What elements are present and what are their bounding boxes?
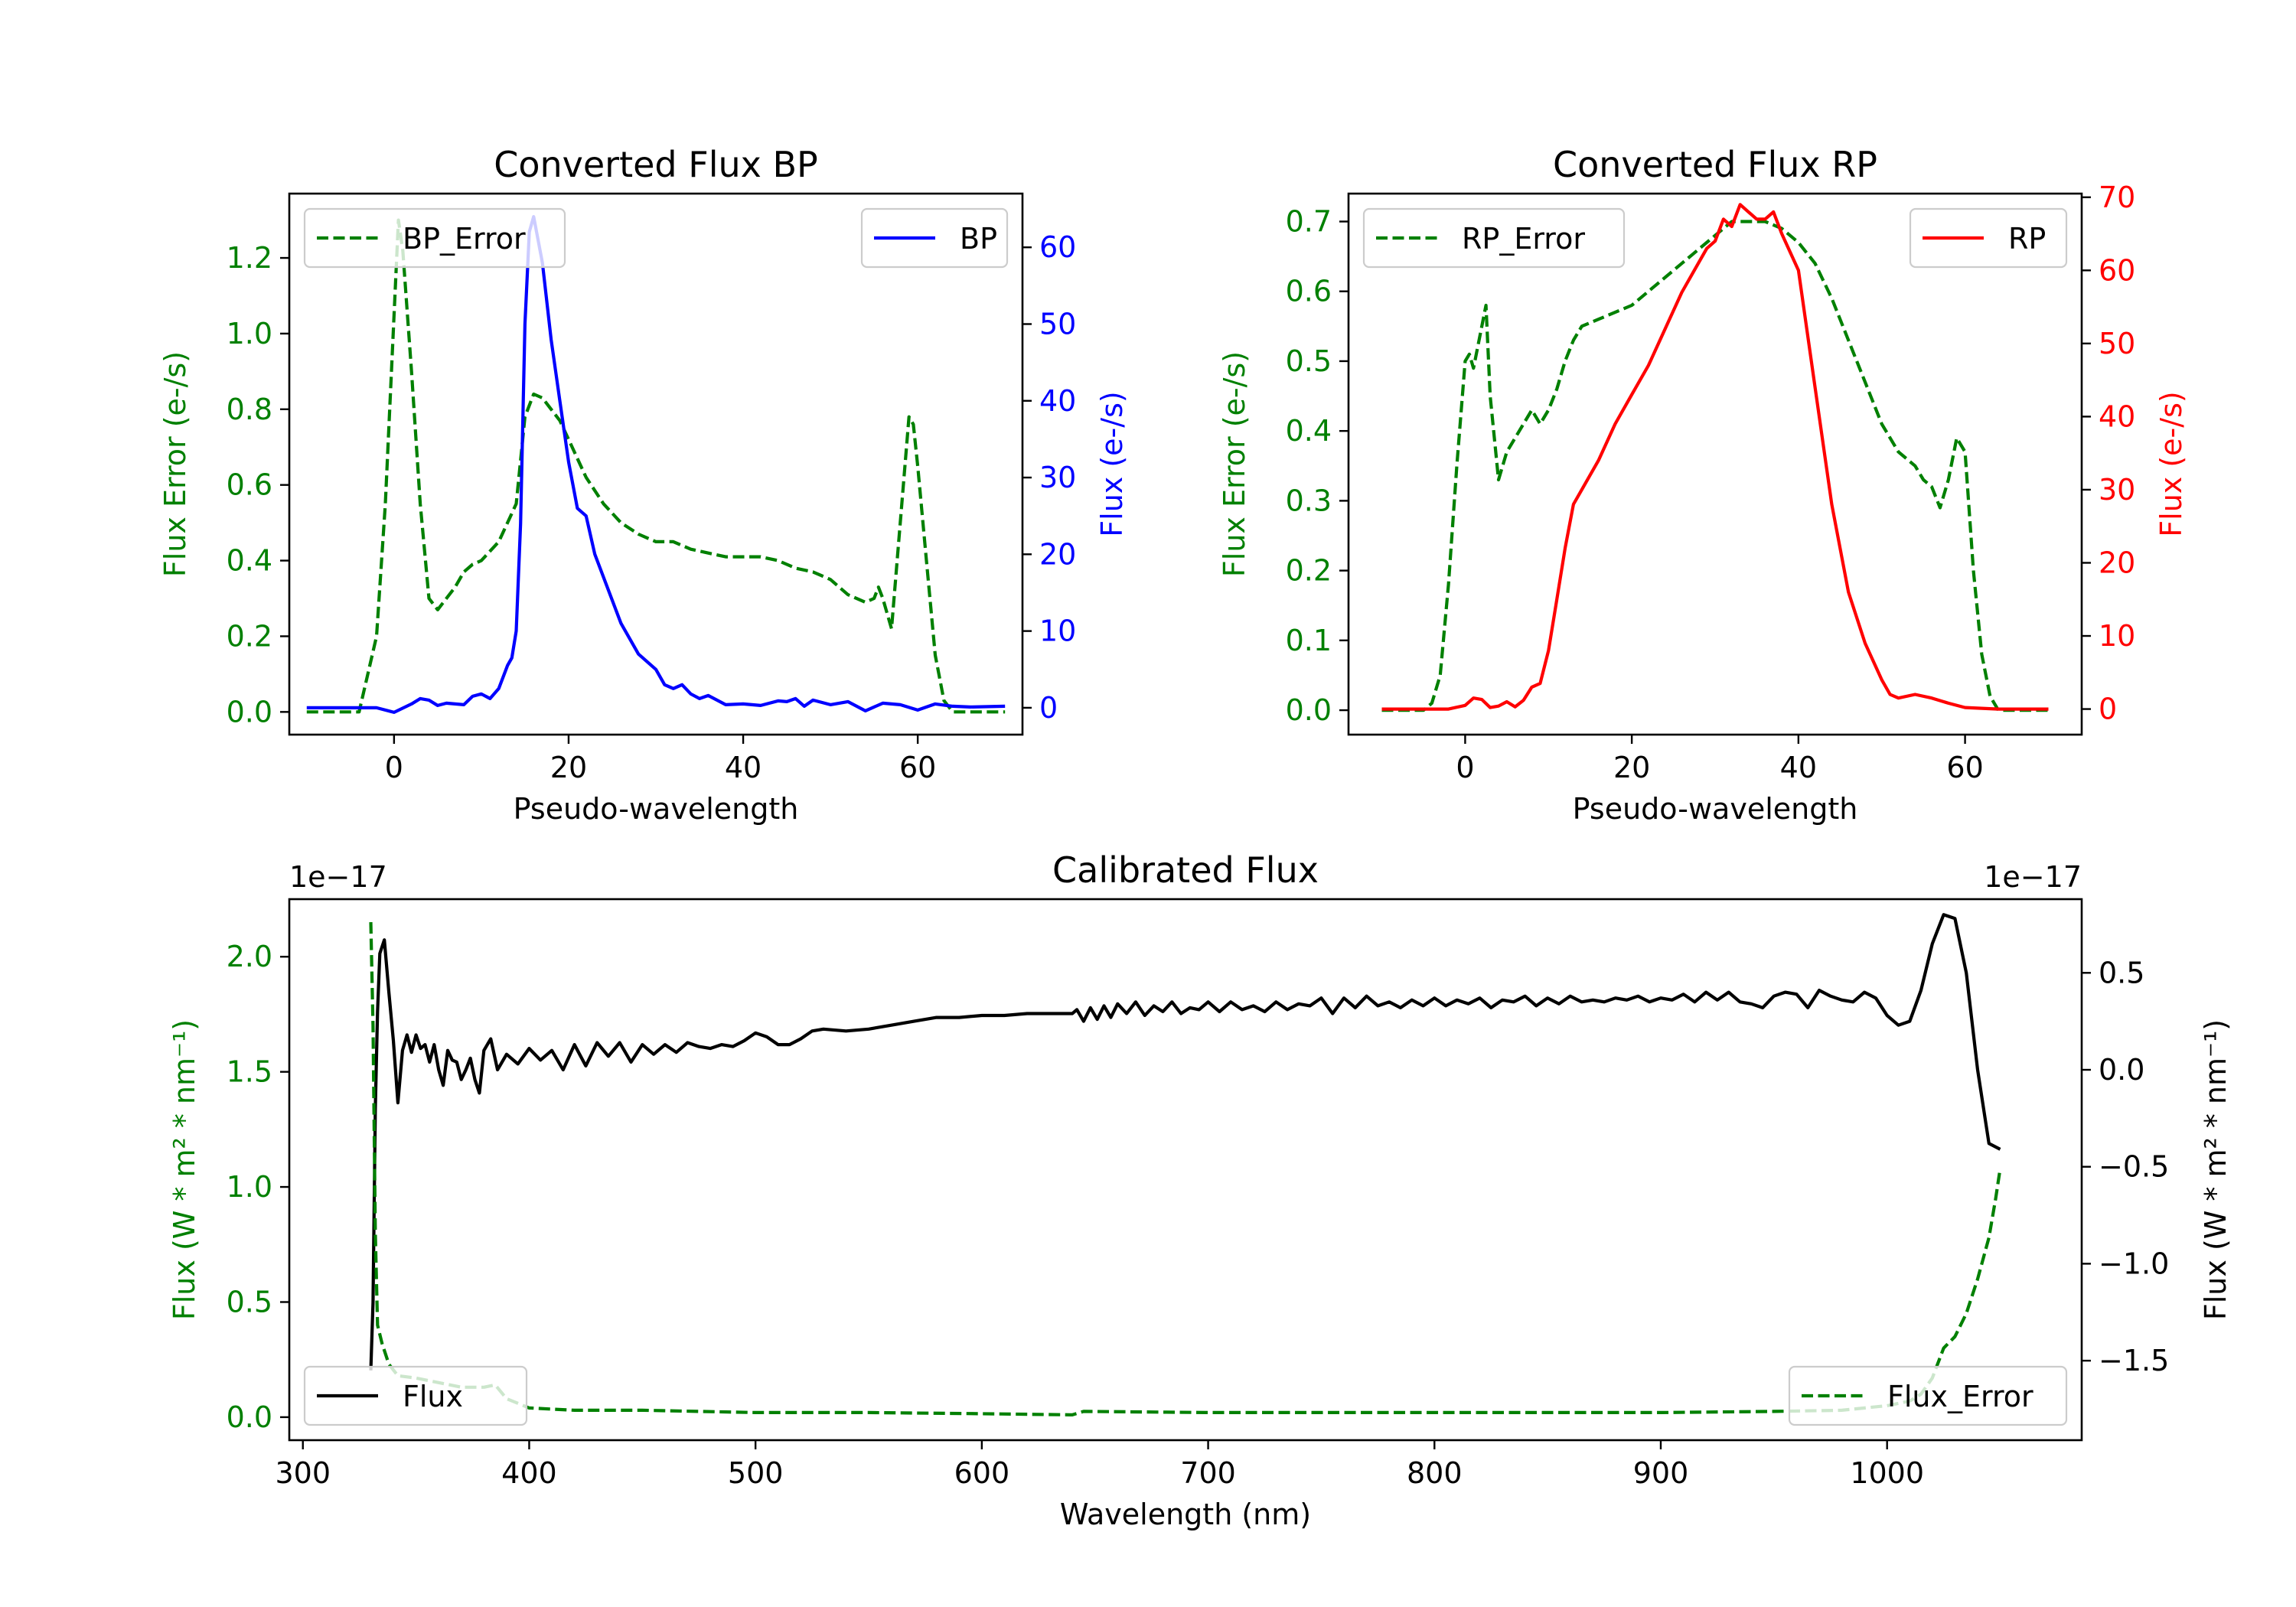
plot-frame <box>1347 192 2083 736</box>
y-left-tick-label: 0.2 <box>1286 554 1332 588</box>
y-right-tick-label: 30 <box>2099 473 2135 507</box>
panel-converted-flux-bp: 0 20 40 60 0.0 0.2 0.4 0.6 0.8 1.0 1.2 0 10 20 30 40 50 6… <box>158 144 1129 826</box>
x-tick-label: 60 <box>899 751 936 784</box>
y-left-tick-label: 0.0 <box>227 695 272 729</box>
y-left-tick-label: 1.2 <box>227 241 272 275</box>
y-right-tick-label: 40 <box>2099 399 2135 433</box>
y-left-tick-label: 0.0 <box>227 1400 272 1434</box>
y-right-tick-label: 50 <box>1039 307 1076 341</box>
x-tick-label: 800 <box>1407 1456 1463 1490</box>
y-left-tick-label: 0.8 <box>227 393 272 426</box>
plot-frame <box>288 898 2083 1442</box>
series-line-flux <box>369 913 2001 1371</box>
y-left-tick-label: 0.4 <box>227 544 272 578</box>
series-line-bp-error <box>306 218 1006 714</box>
y-left-tick-label: 2.0 <box>227 940 272 973</box>
x-axis-label: Pseudo-wavelength <box>514 792 799 826</box>
x-tick-label: 20 <box>1613 751 1650 784</box>
y-right-tick-label: 0.0 <box>2099 1053 2144 1087</box>
y-right-tick-label: 60 <box>2099 253 2135 287</box>
y-right-axis-label: Flux (W * m² * nm⁻¹) <box>2199 1019 2232 1320</box>
legend-box <box>1788 1365 2068 1426</box>
x-tick-label: 0 <box>385 751 403 784</box>
series-line-rp-error <box>1381 220 2049 712</box>
x-tick-label: 300 <box>275 1456 331 1490</box>
legend-box <box>303 1365 528 1426</box>
chart-title: Converted Flux BP <box>494 144 818 185</box>
x-axis-label: Wavelength (nm) <box>1060 1498 1311 1531</box>
x-tick-label: 0 <box>1456 751 1474 784</box>
y-right-axis-label: Flux (e-/s) <box>2154 391 2188 536</box>
x-tick-label: 600 <box>954 1456 1010 1490</box>
y-left-tick-label: 1.0 <box>227 317 272 350</box>
y-left-offset-label: 1e−17 <box>289 860 387 894</box>
y-right-tick-label: 50 <box>2099 327 2135 360</box>
y-right-tick-label: 60 <box>1039 230 1076 264</box>
x-tick-label: 20 <box>550 751 587 784</box>
x-tick-label: 40 <box>725 751 762 784</box>
y-left-tick-label: 1.0 <box>227 1170 272 1204</box>
y-right-tick-label: 10 <box>1039 614 1076 648</box>
y-right-tick-label: 30 <box>1039 461 1076 494</box>
y-right-tick-label: 0 <box>2099 693 2117 726</box>
panel-converted-flux-rp: 0 20 40 60 0.0 0.1 0.2 0.3 0.4 0.5 0.6 0.7 0 10 20 30 40… <box>1218 144 2188 826</box>
legend-box <box>1362 207 1626 269</box>
y-left-axis-label: Flux Error (e-/s) <box>158 351 192 577</box>
y-right-tick-label: −1.0 <box>2099 1247 2169 1280</box>
y-right-tick-label: −1.5 <box>2099 1344 2169 1377</box>
legend-box <box>303 207 566 269</box>
x-tick-label: 60 <box>1946 751 1983 784</box>
y-left-tick-label: 0.5 <box>1286 344 1332 378</box>
panel-calibrated-flux: 300 400 500 600 700 800 900 1000 0.0 0.5 1.0 1.5 2.0… <box>168 849 2232 1531</box>
chart-title: Calibrated Flux <box>1052 849 1319 891</box>
y-left-tick-label: 0.5 <box>227 1285 272 1319</box>
y-right-tick-label: 40 <box>1039 384 1076 418</box>
y-right-tick-label: 0 <box>1039 691 1058 725</box>
y-left-tick-label: 0.4 <box>1286 414 1332 448</box>
chart-title: Converted Flux RP <box>1553 144 1877 185</box>
legend-box <box>1909 207 2068 269</box>
y-right-axis-label: Flux (e-/s) <box>1095 391 1129 536</box>
legend-label: Flux_Error <box>1887 1380 2033 1413</box>
y-right-tick-label: 20 <box>1039 537 1076 571</box>
x-axis-label: Pseudo-wavelength <box>1573 792 1858 826</box>
legend-label: BP <box>960 222 997 256</box>
series-line-bp <box>306 215 1006 715</box>
x-tick-label: 500 <box>728 1456 784 1490</box>
y-right-tick-label: 10 <box>2099 619 2135 653</box>
y-left-tick-label: 0.6 <box>1286 275 1332 308</box>
y-left-tick-label: 0.7 <box>1286 204 1332 238</box>
y-left-tick-label: 0.0 <box>1286 693 1332 727</box>
x-tick-label: 700 <box>1180 1456 1236 1490</box>
y-right-tick-label: 20 <box>2099 546 2135 579</box>
series-line-flux-error <box>369 922 2002 1417</box>
legend-label: Flux <box>403 1380 463 1413</box>
x-tick-label: 900 <box>1633 1456 1689 1490</box>
series-group <box>369 913 2002 1417</box>
y-right-tick-label: 70 <box>2099 181 2135 214</box>
y-right-tick-label: 0.5 <box>2099 956 2144 989</box>
x-tick-label: 1000 <box>1850 1456 1924 1490</box>
series-group <box>306 215 1006 715</box>
plot-frame <box>288 192 1024 736</box>
y-left-tick-label: 1.5 <box>227 1055 272 1089</box>
y-right-tick-label: −0.5 <box>2099 1150 2169 1184</box>
series-line-rp <box>1381 203 2049 711</box>
series-group <box>1381 203 2049 712</box>
y-left-tick-label: 0.2 <box>227 619 272 653</box>
y-left-axis-label: Flux (W * m² * nm⁻¹) <box>168 1019 201 1320</box>
x-tick-label: 40 <box>1780 751 1817 784</box>
y-left-tick-label: 0.3 <box>1286 484 1332 517</box>
y-right-offset-label: 1e−17 <box>1984 860 2082 894</box>
legend-label: RP <box>2008 222 2046 256</box>
y-left-tick-label: 0.6 <box>227 468 272 502</box>
y-left-tick-label: 0.1 <box>1286 624 1332 657</box>
y-left-axis-label: Flux Error (e-/s) <box>1218 351 1251 577</box>
legend-label: BP_Error <box>403 222 526 256</box>
x-tick-label: 400 <box>501 1456 557 1490</box>
legend-label: RP_Error <box>1462 222 1585 256</box>
